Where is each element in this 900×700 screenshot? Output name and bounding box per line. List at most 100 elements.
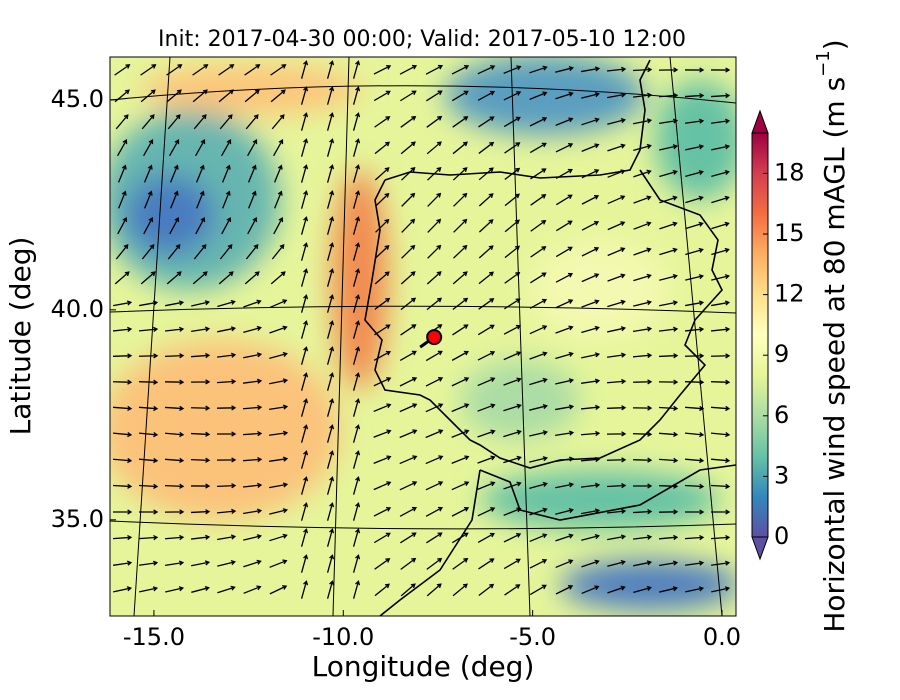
wind-arrow (529, 65, 548, 74)
wind-arrow (243, 508, 263, 515)
wind-arrow (425, 429, 444, 439)
wind-arrow (248, 190, 257, 209)
wind-arrow (167, 114, 181, 130)
wind-arrow (326, 294, 335, 313)
wind-arrow (326, 190, 335, 209)
wind-arrow (300, 268, 309, 287)
patch (125, 175, 215, 255)
wind-arrow (190, 509, 211, 515)
wind-arrow (503, 116, 521, 128)
wind-arrow (374, 271, 390, 285)
wind-arrow (426, 532, 443, 544)
wind-arrow (375, 192, 390, 207)
wind-arrow (138, 457, 159, 464)
wind-arrow (503, 533, 522, 543)
wind-arrow (504, 193, 520, 207)
wind-arrow (606, 508, 627, 514)
wind-arrow (529, 481, 548, 490)
wind-arrow (555, 378, 575, 385)
wind-arrow (352, 60, 361, 79)
wind-arrow (352, 398, 361, 417)
wind-arrow (529, 404, 548, 411)
wind-arrow (529, 456, 548, 463)
wind-arrow (606, 431, 627, 437)
wind-arrow (399, 506, 418, 517)
wind-arrow (426, 583, 442, 597)
wind-arrow (451, 90, 469, 102)
wind-arrow (555, 66, 574, 73)
wind-arrow (581, 117, 600, 126)
wind-arrow (659, 300, 679, 307)
wind-arrow (632, 379, 653, 385)
wind-arrow (138, 353, 159, 359)
wind-arrow (139, 586, 159, 593)
wind-arrow (555, 325, 574, 334)
wind-arrow (352, 138, 361, 157)
wind-arrow (352, 580, 361, 599)
wind-arrow (352, 346, 361, 365)
wind-arrow (425, 506, 444, 517)
wind-arrow (352, 424, 361, 443)
wind-arrow (326, 346, 335, 365)
wind-arrow (191, 560, 211, 567)
wind-arrow (326, 580, 335, 599)
parallel (110, 520, 736, 530)
wind-arrow (373, 455, 392, 464)
wind-arrow (477, 324, 495, 336)
wind-arrow (191, 585, 210, 593)
patch (445, 57, 645, 135)
wind-arrow (352, 164, 361, 183)
wind-arrow (243, 352, 263, 359)
wind-arrow (191, 326, 211, 332)
wind-arrow (529, 325, 548, 335)
wind-arrow (684, 118, 705, 124)
wind-arrow (427, 192, 442, 207)
wind-arrow (710, 509, 731, 515)
wind-arrow (269, 351, 288, 359)
wind-arrow (300, 294, 309, 313)
wind-arrow (326, 86, 335, 105)
colorbar-tick-label: 6 (774, 401, 789, 429)
wind-arrow (581, 585, 600, 595)
wind-arrow (684, 457, 705, 464)
wind-arrow (300, 476, 309, 495)
wind-arrow (352, 86, 361, 105)
wind-arrow (529, 559, 548, 569)
wind-arrow (453, 192, 468, 207)
wind-arrow (399, 64, 418, 75)
wind-arrow (530, 220, 547, 232)
wind-arrow (684, 560, 705, 566)
wind-arrow (401, 244, 416, 259)
wind-arrow (216, 457, 237, 463)
wind-arrow (269, 559, 288, 568)
wind-arrow (606, 66, 627, 72)
wind-arrow (115, 114, 129, 130)
wind-arrow (425, 350, 443, 362)
wind-arrow (580, 482, 601, 488)
wind-arrow (607, 195, 626, 205)
wind-arrow (633, 195, 652, 204)
wind-arrow (659, 195, 678, 204)
wind-arrow (478, 116, 495, 128)
wind-arrow (218, 64, 235, 76)
wind-arrow (352, 294, 361, 313)
wind-arrow (555, 194, 573, 206)
wind-arrow (244, 64, 261, 76)
wind-arrow (658, 457, 679, 464)
wind-arrow (529, 351, 548, 360)
wind-arrow (633, 118, 653, 125)
wind-arrow (632, 534, 653, 540)
wind-arrow (607, 247, 626, 257)
wind-arrow (710, 560, 731, 566)
wind-arrow (555, 272, 574, 283)
wind-arrow (633, 273, 652, 282)
wind-arrow (167, 243, 181, 260)
wind-arrow (555, 91, 574, 100)
wind-arrow (352, 554, 361, 573)
wind-arrow (193, 114, 207, 130)
wind-arrow (352, 450, 361, 469)
wind-arrow (427, 218, 442, 233)
wind-arrow (269, 325, 288, 334)
wind-arrow (243, 534, 262, 541)
wind-arrow (138, 379, 159, 385)
